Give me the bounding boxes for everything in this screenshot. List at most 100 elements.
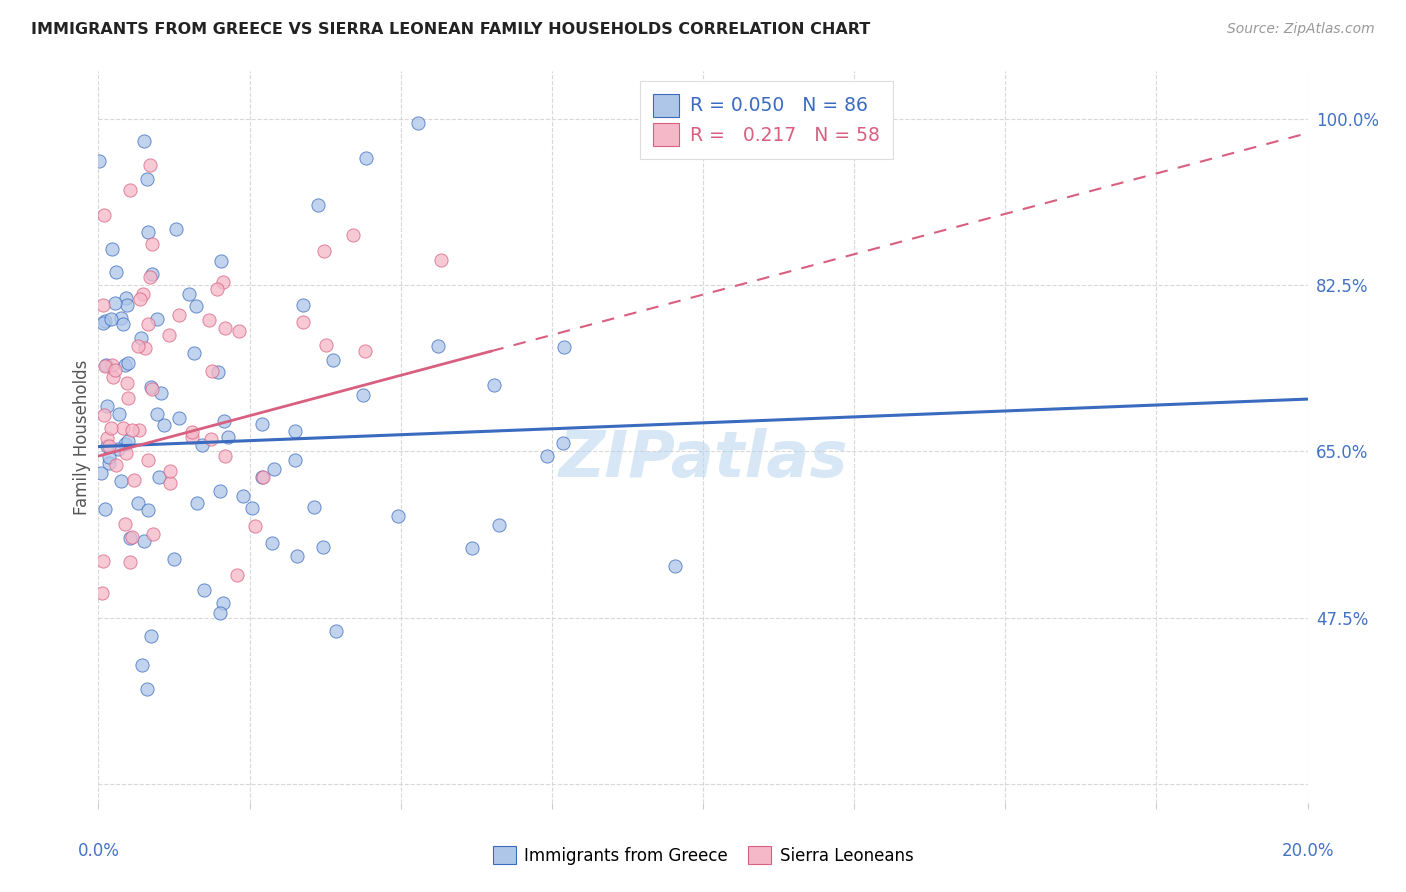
Point bbox=[93, 314, 115, 328]
Point bbox=[114, 358, 136, 372]
Point bbox=[217, 430, 239, 444]
Point bbox=[302, 500, 325, 515]
Point bbox=[179, 287, 201, 301]
Point bbox=[200, 432, 222, 446]
Point bbox=[110, 474, 132, 488]
Point bbox=[112, 420, 135, 434]
Point bbox=[141, 268, 163, 282]
Point bbox=[100, 312, 122, 326]
Point bbox=[100, 421, 122, 435]
Point bbox=[214, 414, 236, 428]
Point bbox=[460, 541, 482, 556]
Point bbox=[114, 291, 136, 305]
Point bbox=[201, 364, 224, 378]
Point bbox=[406, 116, 429, 130]
Point bbox=[226, 568, 249, 582]
Point bbox=[118, 555, 141, 569]
Point bbox=[142, 527, 165, 541]
Point bbox=[183, 346, 205, 360]
Point bbox=[96, 358, 118, 372]
Point bbox=[426, 339, 449, 353]
Text: IMMIGRANTS FROM GREECE VS SIERRA LEONEAN FAMILY HOUSEHOLDS CORRELATION CHART: IMMIGRANTS FROM GREECE VS SIERRA LEONEAN… bbox=[31, 22, 870, 37]
Point bbox=[91, 554, 114, 568]
Point bbox=[263, 461, 285, 475]
Point bbox=[291, 315, 314, 329]
Point bbox=[103, 370, 125, 384]
Point bbox=[536, 449, 558, 463]
Point bbox=[208, 606, 231, 620]
Point bbox=[93, 502, 115, 516]
Text: 0.0%: 0.0% bbox=[77, 842, 120, 860]
Point bbox=[96, 431, 118, 445]
Point bbox=[104, 265, 127, 279]
Point bbox=[127, 339, 149, 353]
Point bbox=[120, 531, 142, 545]
Point bbox=[101, 242, 124, 256]
Point bbox=[139, 380, 162, 394]
Point bbox=[291, 298, 314, 312]
Point bbox=[250, 417, 273, 431]
Point bbox=[159, 464, 181, 478]
Point bbox=[135, 681, 157, 696]
Point bbox=[97, 439, 120, 453]
Point bbox=[136, 453, 159, 467]
Point bbox=[180, 430, 202, 444]
Y-axis label: Family Households: Family Households bbox=[73, 359, 91, 515]
Point bbox=[138, 269, 160, 284]
Point bbox=[186, 496, 208, 510]
Point bbox=[148, 470, 170, 484]
Point bbox=[141, 236, 163, 251]
Point bbox=[169, 411, 191, 425]
Point bbox=[129, 331, 152, 345]
Point bbox=[96, 439, 118, 453]
Point bbox=[429, 252, 451, 267]
Point bbox=[90, 467, 112, 481]
Point bbox=[96, 399, 118, 413]
Point bbox=[354, 343, 377, 358]
Point bbox=[139, 157, 162, 171]
Point bbox=[93, 208, 115, 222]
Point bbox=[387, 508, 409, 523]
Legend: R = 0.050   N = 86, R =   0.217   N = 58: R = 0.050 N = 86, R = 0.217 N = 58 bbox=[640, 81, 893, 160]
Point bbox=[128, 292, 150, 306]
Point bbox=[208, 484, 231, 499]
Point bbox=[114, 517, 136, 532]
Point bbox=[146, 408, 169, 422]
Point bbox=[184, 299, 207, 313]
Point bbox=[120, 184, 142, 198]
Point bbox=[149, 385, 172, 400]
Point bbox=[284, 453, 307, 467]
Point bbox=[198, 313, 221, 327]
Point bbox=[97, 450, 120, 464]
Point bbox=[101, 359, 124, 373]
Point bbox=[162, 552, 184, 566]
Point bbox=[325, 624, 347, 638]
Text: ZIPatlas: ZIPatlas bbox=[558, 428, 848, 490]
Point bbox=[107, 442, 129, 456]
Point bbox=[122, 473, 145, 487]
Point bbox=[117, 298, 139, 312]
Point bbox=[91, 316, 114, 330]
Point bbox=[214, 449, 236, 463]
Point bbox=[110, 310, 132, 325]
Point bbox=[117, 392, 139, 406]
Point bbox=[240, 501, 263, 516]
Point bbox=[352, 388, 374, 402]
Point bbox=[191, 438, 214, 452]
Point bbox=[121, 530, 143, 544]
Point bbox=[157, 328, 180, 343]
Point bbox=[136, 225, 159, 239]
Legend: Immigrants from Greece, Sierra Leoneans: Immigrants from Greece, Sierra Leoneans bbox=[484, 838, 922, 873]
Point bbox=[93, 408, 115, 422]
Point bbox=[117, 356, 139, 370]
Point bbox=[252, 470, 274, 484]
Point bbox=[115, 446, 138, 460]
Text: Source: ZipAtlas.com: Source: ZipAtlas.com bbox=[1227, 22, 1375, 37]
Point bbox=[134, 134, 156, 148]
Point bbox=[322, 353, 344, 368]
Point bbox=[664, 559, 686, 574]
Point bbox=[193, 583, 215, 598]
Point bbox=[159, 475, 181, 490]
Point bbox=[91, 298, 114, 312]
Point bbox=[90, 585, 112, 599]
